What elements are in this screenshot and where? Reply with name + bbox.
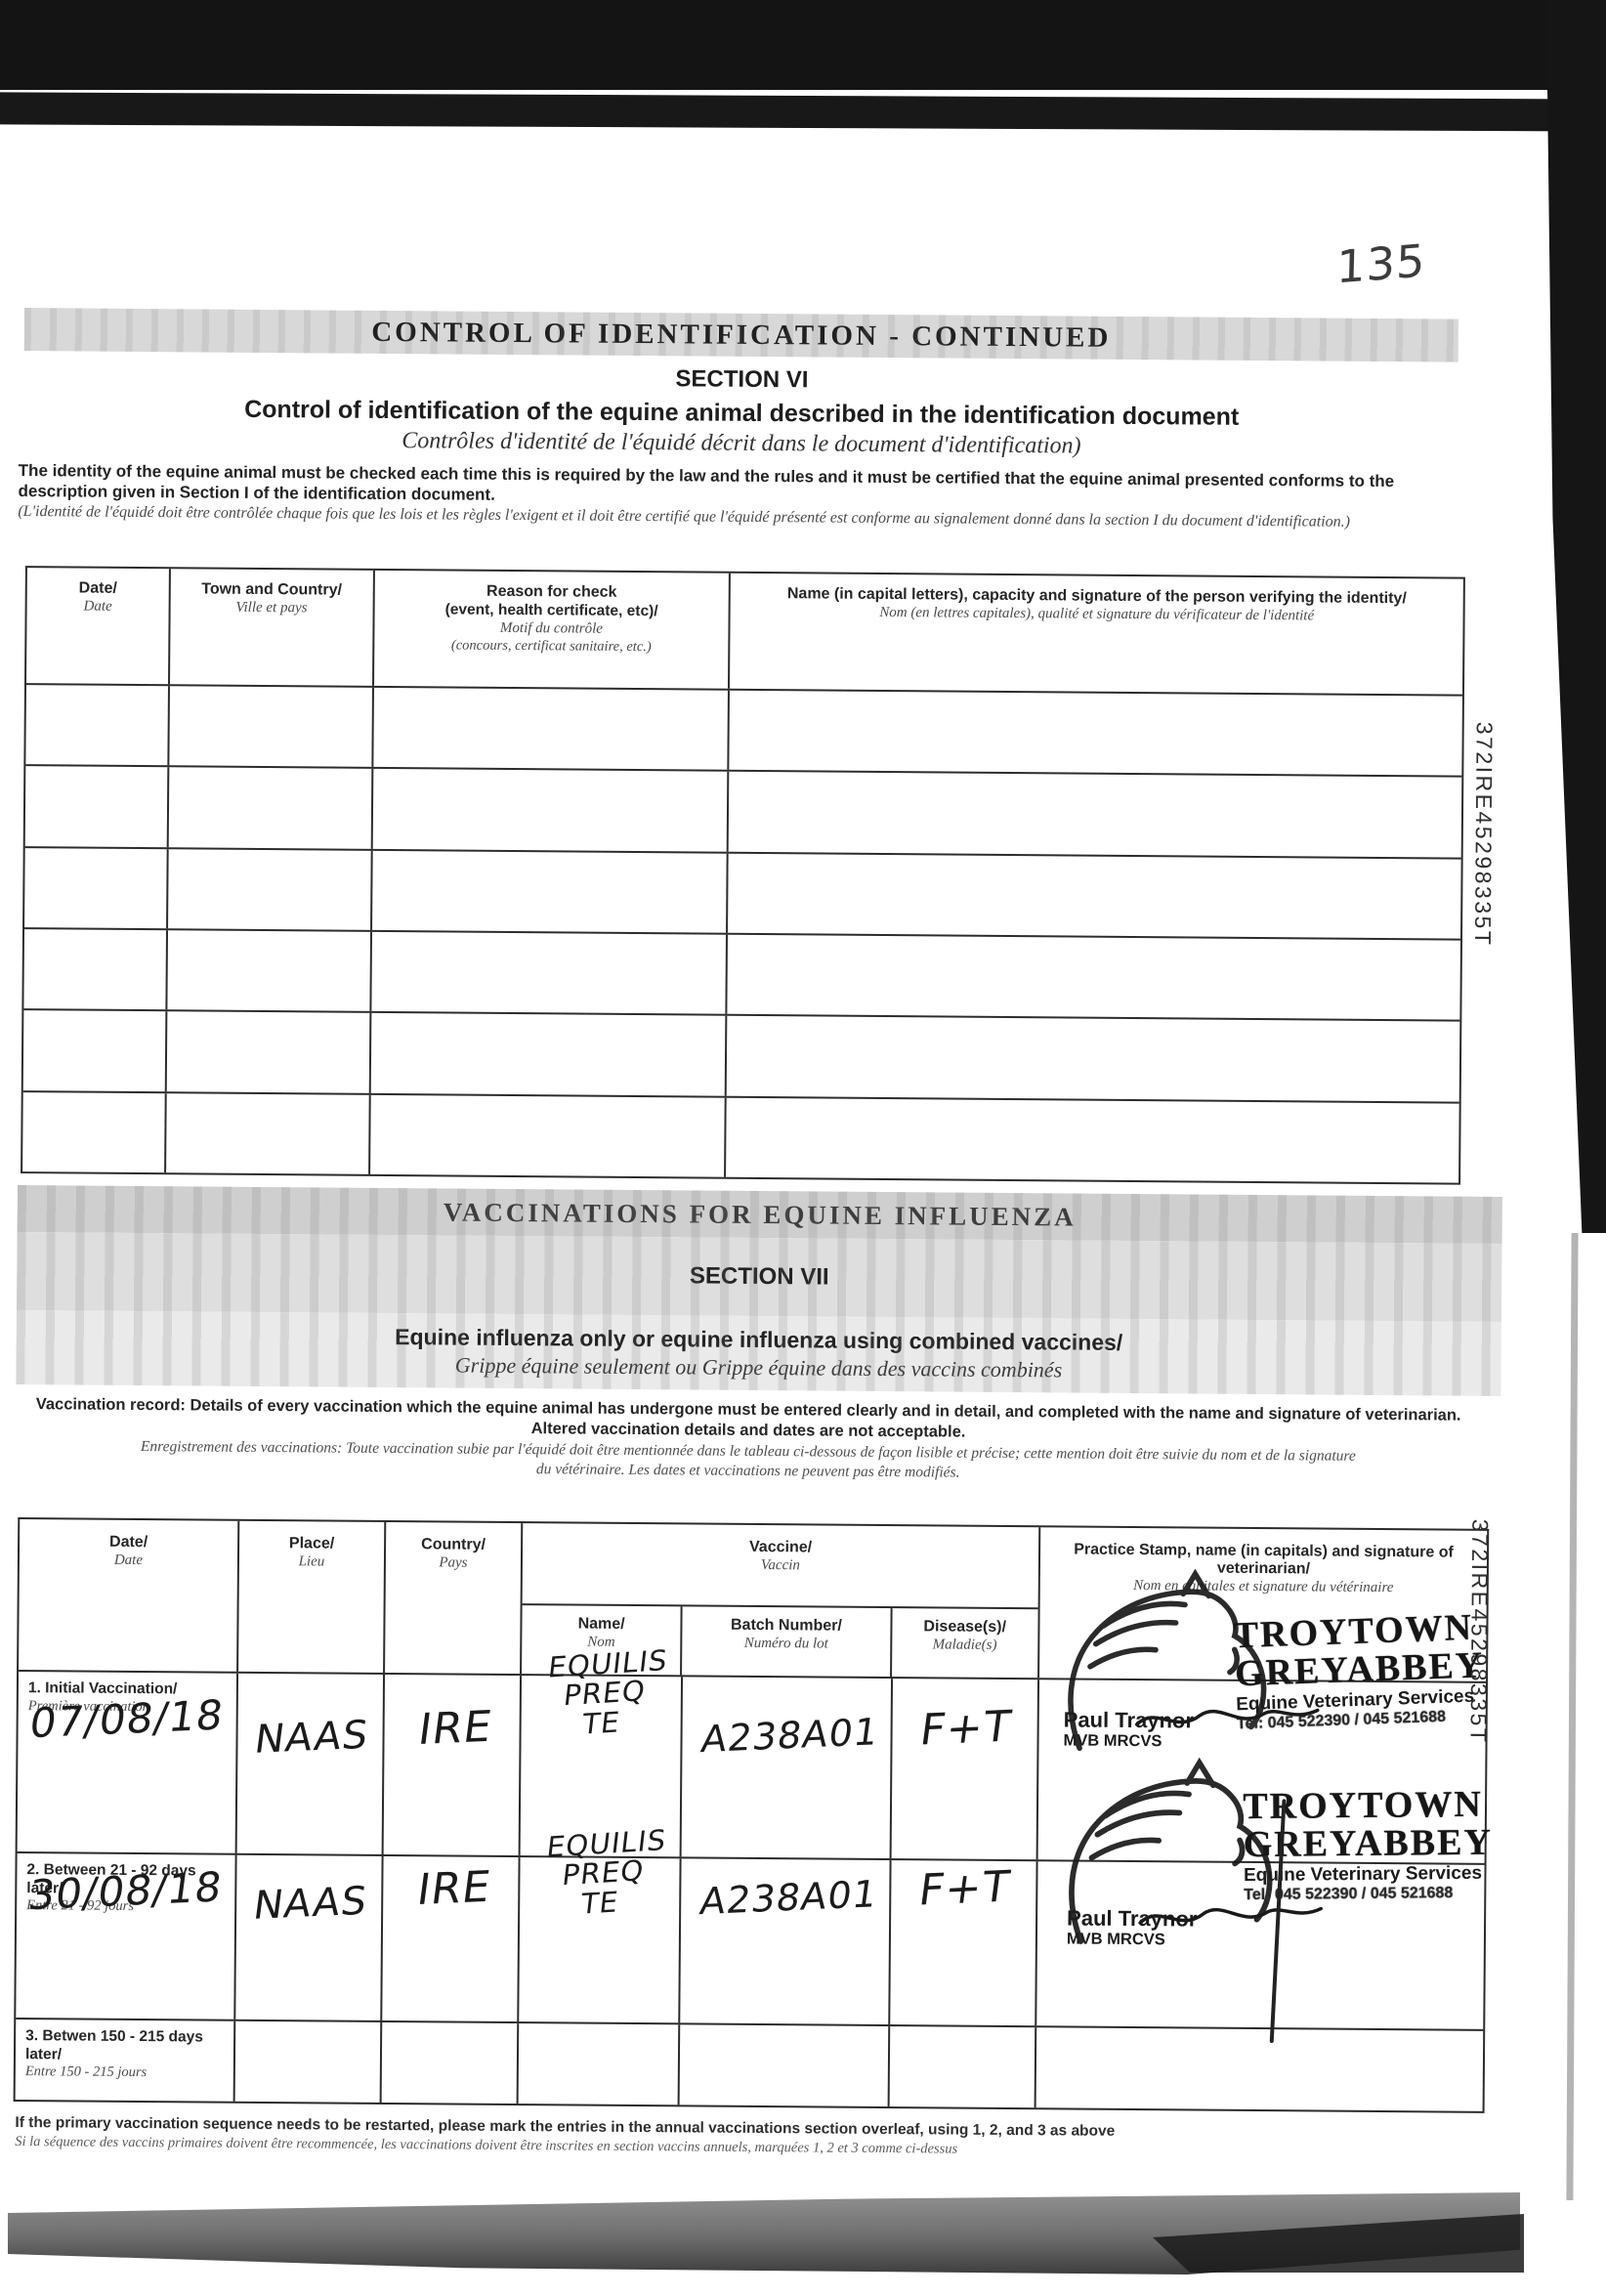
document-code-vertical-1: 372IRE45298335T	[1469, 721, 1498, 948]
handwritten-vaccine-1: EQUILIS PREQ TE	[546, 1643, 670, 1741]
col-disease: Disease(s)/ Maladie(s)	[923, 1618, 1007, 1653]
section6-intro: The identity of the equine animal must b…	[18, 460, 1483, 532]
col-reason: Reason for check (event, health certific…	[373, 570, 732, 689]
section7-label: SECTION VII	[689, 1262, 829, 1291]
vaccination-record-note: Vaccination record: Details of every vac…	[35, 1395, 1461, 1481]
handwritten-batch-1: A238A01	[698, 1710, 882, 1762]
handwritten-vaccine-2: EQUILIS PREQ TE	[544, 1823, 669, 1921]
col-vaccine: Vaccine/ Vaccin	[522, 1523, 1039, 1610]
handwritten-country-1: IRE	[415, 1701, 496, 1756]
scan-edge-top	[0, 0, 1606, 90]
handwritten-page-number: 135	[1335, 234, 1427, 294]
practice-stamp-2: TROYTOWN GREYABBEY Equine Veterinary Ser…	[1037, 1750, 1508, 1998]
section7-label-band: SECTION VII	[16, 1232, 1502, 1322]
vaccination-table: Date/ Date Place/ Lieu Country/ Pays Vac…	[13, 1517, 1493, 2113]
section7-title-fr: Grippe équine seulement ou Grippe équine…	[454, 1352, 1063, 1382]
vet-name-block: Paul Traynor MVB MRCVS	[1066, 1905, 1198, 1949]
section7-banner-text: VACCINATIONS FOR EQUINE INFLUENZA	[443, 1196, 1077, 1232]
handwritten-date-1: 07/08/18	[26, 1690, 228, 1748]
identification-check-table-header: Date/ Date Town and Country/ Ville et pa…	[26, 568, 1463, 695]
signature-scribble-icon	[1138, 1906, 1323, 1925]
handwritten-place-1: NAAS	[251, 1712, 372, 1763]
handwritten-country-2: IRE	[414, 1861, 494, 1916]
practice-stamp-1: TROYTOWN GREYABBEY Equine Veterinary Ser…	[1038, 1561, 1509, 1780]
vet-name-block: Paul Traynor MVB MRCVS	[1063, 1707, 1195, 1751]
col-place: Place/ Lieu	[238, 1520, 387, 1673]
section6-banner-text: CONTROL OF IDENTIFICATION - CONTINUED	[371, 316, 1112, 354]
table-row	[22, 1008, 1460, 1102]
section6-label: SECTION VI	[675, 365, 809, 394]
handwritten-place-2: NAAS	[250, 1878, 370, 1929]
col-batch-number: Batch Number/ Numéro du lot	[682, 1606, 893, 1678]
handwritten-disease-1: F+T	[916, 1701, 1015, 1756]
section7-title-en: Equine influenza only or equine influenz…	[395, 1323, 1123, 1355]
col-date: Date/ Date	[26, 568, 171, 685]
table-row	[22, 1089, 1459, 1183]
vaccination-row-3: 3. Betwen 150 - 215 days later/ Entre 15…	[15, 2018, 1484, 2111]
table-row	[24, 764, 1462, 858]
handwritten-date-2: 30/08/18	[25, 1862, 226, 1920]
table-row	[24, 845, 1461, 939]
horse-head-stamp-icon	[1069, 1757, 1273, 1944]
footnote: If the primary vaccination sequence need…	[15, 2114, 1116, 2157]
horse-head-stamp-icon	[1068, 1568, 1267, 1752]
handwritten-disease-2: F+T	[915, 1861, 1014, 1916]
identification-check-table: Date/ Date Town and Country/ Ville et pa…	[21, 566, 1465, 1185]
handwritten-batch-2: A238A01	[697, 1872, 880, 1924]
document-code-vertical-2: 372IRE45298335T	[1465, 1518, 1494, 1745]
col-country: Country/ Pays	[385, 1522, 524, 1675]
signature-scribble-icon	[1134, 1708, 1320, 1726]
section7-title-band: Equine influenza only or equine influenz…	[16, 1310, 1501, 1396]
col-date: Date/ Date	[19, 1519, 240, 1672]
col-verifier-name: Name (in capital letters), capacity and …	[786, 585, 1407, 624]
table-row	[23, 927, 1461, 1020]
section6-banner: CONTROL OF IDENTIFICATION - CONTINUED	[23, 308, 1458, 362]
col-town-country: Town and Country/ Ville et pays	[170, 569, 375, 686]
table-row	[25, 683, 1462, 776]
